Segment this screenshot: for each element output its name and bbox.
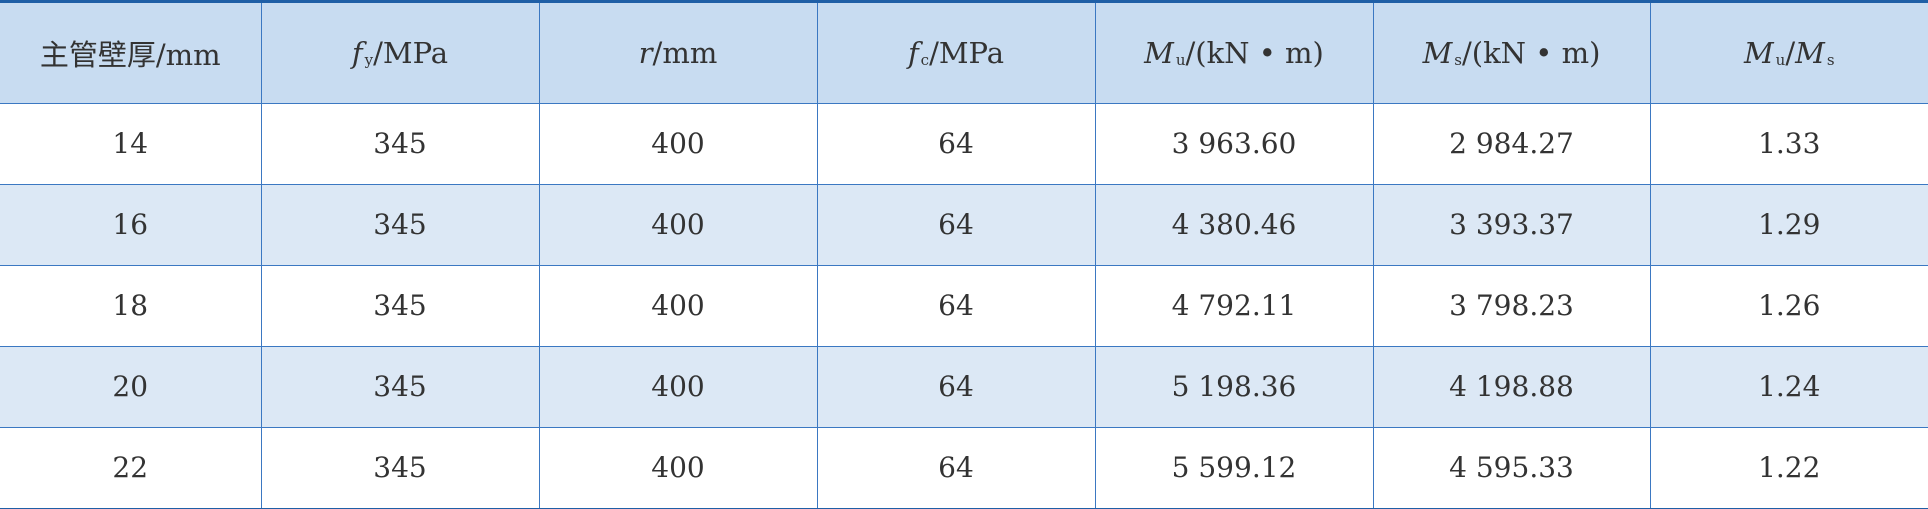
header-r: r/mm	[538, 3, 818, 103]
header-ms-unit: /(kN • m)	[1462, 35, 1601, 70]
table-cell: 64	[816, 264, 1096, 346]
table-cell: 20	[0, 345, 262, 427]
table-cell: 400	[538, 264, 818, 346]
table-cell: 1.29	[1649, 183, 1928, 265]
table-cell: 5 198.36	[1094, 345, 1374, 427]
table-cell: 5 599.12	[1094, 426, 1374, 508]
header-fy: f y/MPa	[260, 3, 540, 103]
table-cell: 400	[538, 102, 818, 184]
table-row: 14 345 400 64 3 963.60 2 984.27 1.33	[0, 102, 1928, 184]
table-row: 16 345 400 64 4 380.46 3 393.37 1.29	[0, 183, 1928, 265]
table-cell: 345	[260, 102, 540, 184]
header-fc: f c/MPa	[816, 3, 1096, 103]
table-cell: 1.22	[1649, 426, 1928, 508]
header-mu-subscript: u	[1175, 50, 1186, 69]
header-mu-symbol: M	[1144, 35, 1174, 70]
table-cell: 64	[816, 102, 1096, 184]
table-cell: 14	[0, 102, 262, 184]
table-cell: 64	[816, 426, 1096, 508]
header-r-unit: /mm	[652, 35, 718, 70]
header-ms-subscript: s	[1454, 50, 1462, 69]
table-cell: 4 595.33	[1372, 426, 1651, 508]
table-cell: 18	[0, 264, 262, 346]
header-ms-symbol: M	[1422, 35, 1453, 70]
table-cell: 345	[260, 426, 540, 508]
table-row: 18 345 400 64 4 792.11 3 798.23 1.26	[0, 264, 1928, 346]
header-mu-unit: /(kN • m)	[1185, 35, 1324, 70]
header-ratio-symbol-2: M	[1795, 35, 1825, 70]
table-cell: 2 984.27	[1372, 102, 1651, 184]
table-cell: 16	[0, 183, 262, 265]
table-cell: 1.33	[1649, 102, 1928, 184]
table-row: 22 345 400 64 5 599.12 4 595.33 1.22	[0, 426, 1928, 508]
header-ratio-subscript-2: s	[1826, 50, 1835, 69]
header-fy-subscript: y	[364, 50, 374, 69]
table-cell: 64	[816, 345, 1096, 427]
header-ratio-slash: /	[1785, 35, 1796, 70]
header-wall-thickness-text: 主管壁厚/mm	[39, 37, 221, 72]
table-cell: 4 198.88	[1372, 345, 1651, 427]
table-cell: 64	[816, 183, 1096, 265]
header-ratio-symbol-1: M	[1743, 35, 1774, 70]
table-cell: 345	[260, 264, 540, 346]
table-cell: 3 798.23	[1372, 264, 1651, 346]
table-cell: 3 963.60	[1094, 102, 1374, 184]
header-r-symbol: r	[638, 35, 653, 70]
header-wall-thickness: 主管壁厚/mm	[0, 3, 262, 103]
table-cell: 1.24	[1649, 345, 1928, 427]
header-fc-symbol: f	[907, 35, 919, 70]
table-cell: 400	[538, 345, 818, 427]
header-fy-symbol: f	[351, 35, 363, 70]
table-cell: 4 380.46	[1094, 183, 1374, 265]
header-ratio-subscript-1: u	[1775, 50, 1786, 69]
header-fy-unit: /MPa	[373, 35, 449, 70]
table-cell: 400	[538, 426, 818, 508]
table-cell: 1.26	[1649, 264, 1928, 346]
table-row: 20 345 400 64 5 198.36 4 198.88 1.24	[0, 345, 1928, 427]
table-cell: 400	[538, 183, 818, 265]
table-cell: 345	[260, 345, 540, 427]
table-cell: 4 792.11	[1094, 264, 1374, 346]
table-cell: 3 393.37	[1372, 183, 1651, 265]
table-cell: 22	[0, 426, 262, 508]
header-fc-unit: /MPa	[929, 35, 1005, 70]
header-fc-subscript: c	[920, 50, 930, 69]
table-cell: 345	[260, 183, 540, 265]
